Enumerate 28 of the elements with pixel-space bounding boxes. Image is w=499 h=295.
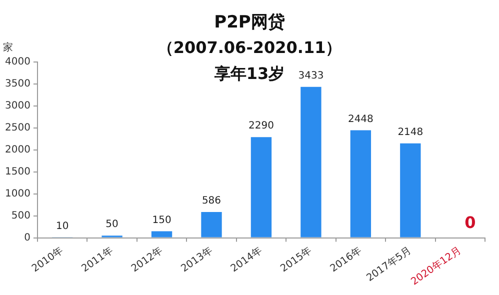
data-label: 3433 [298,70,324,82]
y-tick-label: 2000 [4,144,30,156]
data-label: 150 [152,214,172,226]
y-tick-label: 4000 [4,56,30,68]
data-label: 10 [56,220,69,232]
data-label: 2290 [248,120,274,132]
chart-title: P2P网贷 [214,12,285,32]
y-tick-label: 2500 [4,122,30,134]
y-tick-label: 1000 [4,188,30,200]
y-tick-label: 1500 [4,166,30,178]
data-label: 2148 [398,126,424,138]
y-tick-label: 3500 [4,78,30,90]
bar [400,143,421,238]
data-label: 0 [464,212,476,232]
y-tick-label: 3000 [4,100,30,112]
bar [350,130,372,238]
data-label: 586 [202,196,222,207]
annotation: 享年13岁 [213,64,285,84]
y-axis-title: 家 [3,42,13,54]
bar [151,231,172,238]
bar [201,212,222,238]
data-label: 50 [106,219,118,230]
y-tick-label: 500 [11,210,30,222]
y-tick-label: 0 [24,232,30,244]
chart-subtitle: （2007.06-2020.11） [157,38,342,58]
bar [300,86,322,238]
data-label: 2448 [348,114,374,125]
bar [250,137,272,238]
